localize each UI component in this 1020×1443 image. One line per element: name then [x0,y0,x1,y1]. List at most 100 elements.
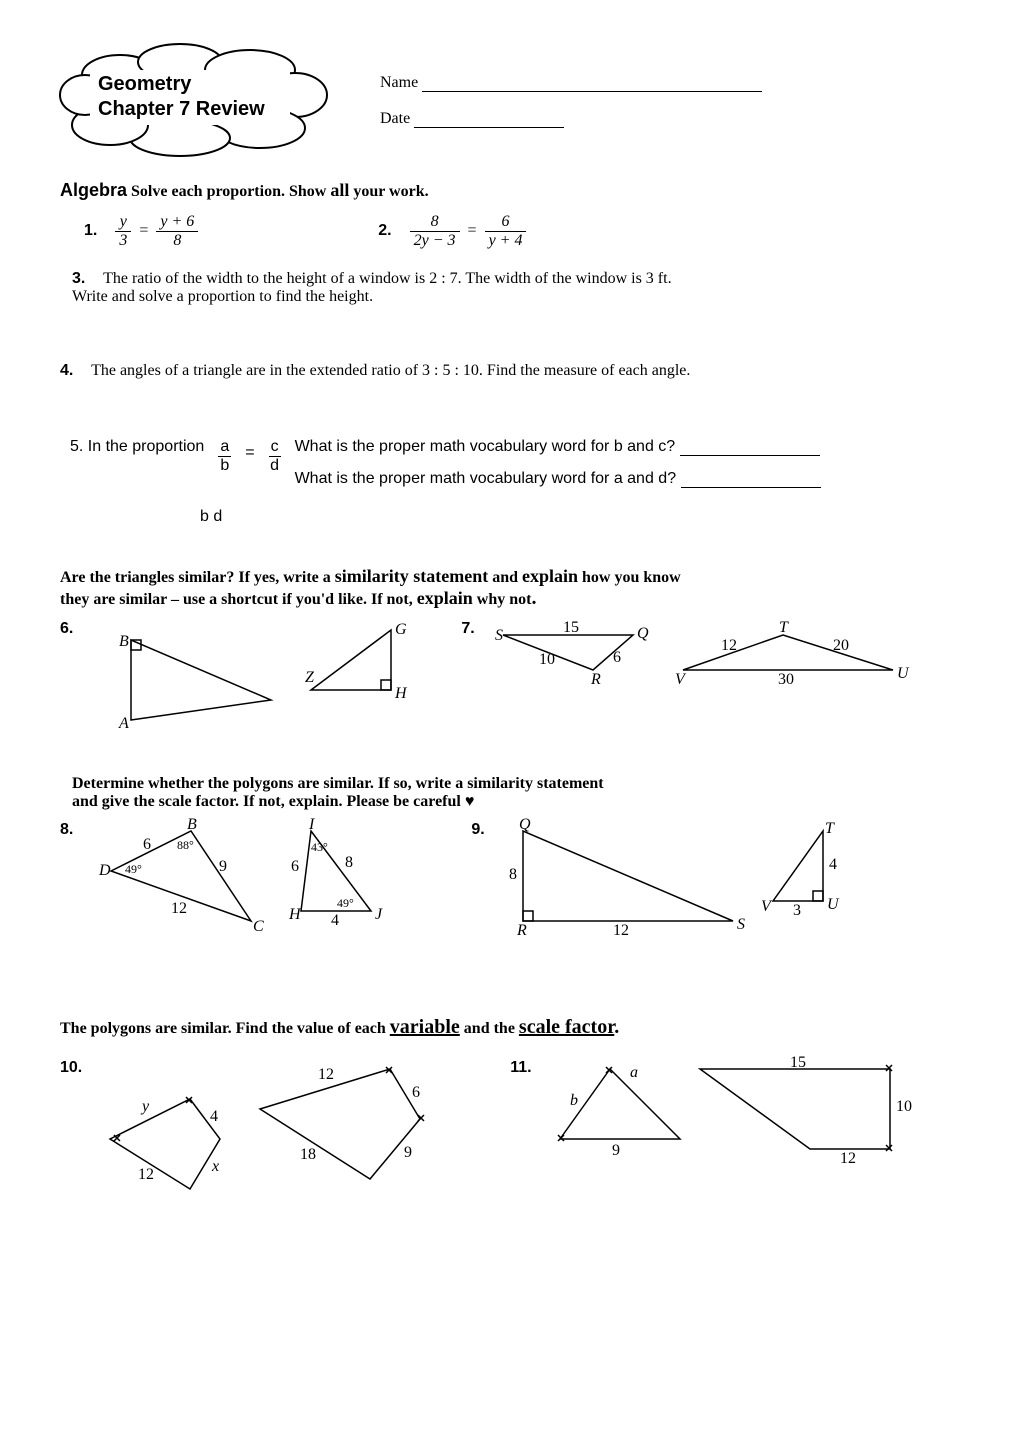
figs-8-9: 8. B D C 6 9 12 88° 49° I H J 6 8 4 43° … [60,821,960,946]
p6-num: 6. [60,620,73,637]
p3-num: 3. [72,270,85,287]
p4-num: 4. [60,362,73,379]
p2-f1-num: 8 [410,213,460,232]
cloud-title: Geometry Chapter 7 Review [60,40,340,160]
fig8-8: 8 [345,854,353,871]
header-row: Geometry Chapter 7 Review Name Date [60,40,960,160]
p5-prop2: c d [269,438,281,475]
fig8-88: 88° [177,838,194,852]
name-blank[interactable] [422,76,762,92]
eq-sign-1: = [139,222,148,239]
fig8-49b: 49° [337,896,354,910]
cloud-line2: Chapter 7 Review [98,97,265,122]
svg-text:H: H [394,685,408,702]
p5-q2: What is the proper math vocabulary word … [295,470,677,487]
problem-2: 2. 82y − 3 = 6y + 4 [378,213,526,250]
fig7-V: V [675,671,687,688]
fig6-svg: B A Z G H [91,620,411,740]
fig9-4: 4 [829,856,837,873]
sim-l1c: and [488,569,522,586]
fig7-30: 30 [778,671,794,688]
fig8-6b: 6 [291,858,299,875]
p1-f1-num: y [115,213,131,232]
fig7-svg: S Q R 15 10 6 V T U 12 20 30 [493,620,913,710]
p7-num: 7. [461,620,474,637]
p10-num: 10. [60,1059,82,1076]
sim-l1a: Are the triangles similar? If yes, write… [60,569,335,586]
p2-f2-den: y + 4 [485,232,527,250]
fig10-svg: y 4 x 12 12 6 9 18 [100,1059,460,1199]
sim-l1b: similarity statement [335,566,488,586]
fig8-9: 9 [219,858,227,875]
figs-6-7: 6. B A Z G H 7. S Q R 15 10 [60,620,960,745]
p5-b: b [218,457,231,475]
fig8-D: D [98,862,111,879]
p9-num: 9. [471,821,484,838]
fig7-12: 12 [721,637,737,654]
svg-text:G: G [395,621,407,638]
p2-num: 2. [378,222,391,239]
fig8-6: 6 [143,836,151,853]
algebra-rest: Solve each proportion. Show [127,183,330,200]
fig9-T: T [825,820,835,837]
problem-5: 5. In the proportion a b = c d What is t… [70,438,960,488]
fig9-3: 3 [793,902,801,919]
fig9-svg: Q R S 8 12 T U V 4 3 [503,821,883,941]
problem-1: 1. y3 = y + 68 [84,213,198,250]
problems-1-2: 1. y3 = y + 68 2. 82y − 3 = 6y + 4 [84,213,960,250]
fig11-a: a [630,1064,638,1081]
fig10-4: 4 [210,1108,218,1125]
fig8-J: J [375,906,383,923]
p5-blank2[interactable] [681,472,821,488]
p2-f2-num: 6 [485,213,527,232]
p11-num: 11. [510,1059,531,1076]
problem-3: 3. The ratio of the width to the height … [72,270,960,306]
p5-d: d [269,457,281,475]
fig8-12: 12 [171,900,187,917]
algebra-bold: Algebra [60,180,127,200]
sim-l1d: explain [522,566,578,586]
sim-l1e: how you know [578,569,681,586]
svg-text:B: B [119,633,129,650]
variable-heading: The polygons are similar. Find the value… [60,1016,960,1039]
var-e: . [614,1016,619,1038]
name-date-block: Name Date [380,40,960,138]
poly-l1: Determine whether the polygons are simil… [72,775,604,792]
fig7-Q: Q [637,625,649,642]
fig11-10: 10 [896,1098,912,1115]
problem-8: 8. B D C 6 9 12 88° 49° I H J 6 8 4 43° … [60,821,421,946]
fig8-43: 43° [311,840,328,854]
svg-text:A: A [118,715,129,732]
p5-q1: What is the proper math vocabulary word … [295,438,676,455]
fig9-8: 8 [509,866,517,883]
fig9-R: R [516,922,527,939]
sim-l2d: . [531,587,536,609]
fig10-6: 6 [412,1084,420,1101]
p5-c: c [269,438,281,457]
date-label: Date [380,110,410,127]
algebra-end: your work. [349,183,428,200]
similar-heading: Are the triangles similar? If yes, write… [60,566,960,610]
sim-l2b: explain [417,588,473,608]
fig7-20: 20 [833,637,849,654]
p5-trail: b d [200,508,960,526]
fig7-S: S [495,627,503,644]
p2-f1-den: 2y − 3 [410,232,460,250]
p1-f2-num: y + 6 [156,213,198,232]
var-a: The polygons are similar. Find the value… [60,1020,390,1037]
algebra-heading: Algebra Solve each proportion. Show all … [60,180,960,201]
fig9-U: U [827,896,840,913]
poly-l2: and give the scale factor. If not, expla… [72,793,474,810]
date-blank[interactable] [414,112,564,128]
p5-blank1[interactable] [680,440,820,456]
fig8-C: C [253,918,264,935]
eq-sign-2: = [468,222,477,239]
p5-lead: 5. In the proportion [70,438,204,456]
fig8-4: 4 [331,912,339,929]
fig7-R: R [590,671,601,688]
name-label: Name [380,74,418,91]
fig9-V: V [761,898,773,915]
figs-10-11: 10. y 4 x 12 12 6 9 18 11. [60,1059,960,1204]
fig9-Q: Q [519,816,531,833]
fig8-B: B [187,816,197,833]
